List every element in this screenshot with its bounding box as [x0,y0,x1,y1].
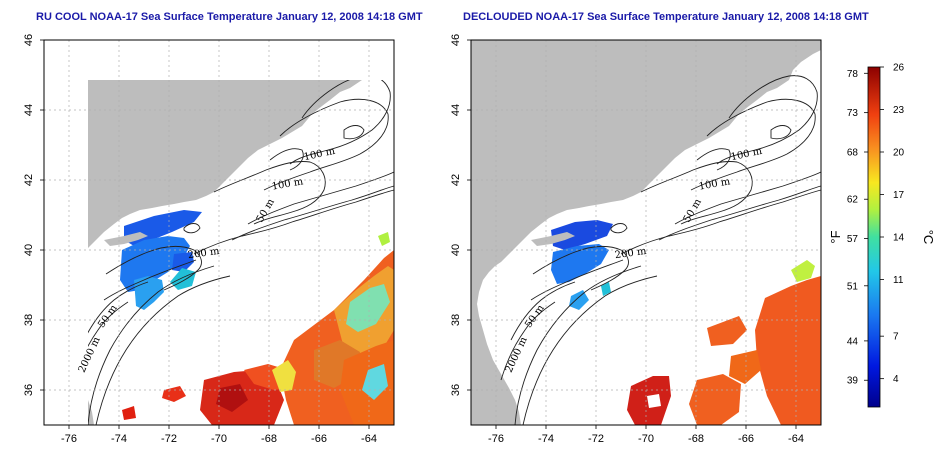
tick-label-lat-left: 36 [23,384,35,396]
tick-label-lon-right: -70 [638,433,654,445]
colorbar: 78 73 68 62 57 51 44 39 26 23 20 17 14 11 7 4 °F °C [828,63,936,408]
isobath-label: 200 m [187,246,220,261]
panel-left-title: RU COOL NOAA-17 Sea Surface Temperature … [36,11,423,23]
tick-label-lat-right: 42 [450,174,462,186]
tick-label-lat-left: 44 [23,104,35,116]
colorbar-celsius-label: 11 [893,275,904,286]
tick-label-lon-right: -74 [538,433,554,445]
colorbar-celsius-label: 7 [893,332,899,343]
tick-label-lat-left: 40 [23,244,35,256]
tick-label-lat-right: 36 [450,384,462,396]
tick-label-lon-left: -70 [211,433,227,445]
colorbar-fahrenheit-label: 57 [847,234,859,245]
grid-left [44,39,394,425]
colorbar-celsius-ticks: 26 23 20 17 14 11 7 4 [880,63,905,385]
colorbar-fahrenheit-label: 39 [847,376,859,387]
colorbar-fahrenheit-label: 62 [847,195,859,206]
colorbar-fahrenheit-label: 68 [847,148,859,159]
colorbar-celsius-label: 14 [893,233,905,244]
axes-right: -76 -74 -72 -70 -68 -66 -64 36 38 40 42 44 46 [450,34,822,445]
tick-label-lon-right: -72 [588,433,604,445]
tick-label-lon-left: -64 [361,433,377,445]
tick-label-lon-left: -74 [111,433,127,445]
panel-right-title: DECLOUDED NOAA-17 Sea Surface Temperatur… [463,11,869,23]
tick-label-lon-right: -64 [788,433,804,445]
colorbar-celsius-unit: °C [921,230,936,245]
colorbar-celsius-label: 23 [893,105,905,116]
tick-label-lat-right: 40 [450,244,462,256]
tick-label-lat-right: 44 [450,104,462,116]
tick-label-lon-right: -68 [688,433,704,445]
colorbar-fahrenheit-unit: °F [828,230,843,243]
tick-label-lat-left: 38 [23,314,35,326]
tick-label-lon-left: -72 [161,433,177,445]
tick-label-lon-left: -68 [261,433,277,445]
colorbar-fahrenheit-ticks: 78 73 68 62 57 51 44 39 [847,69,868,387]
tick-label-lat-right: 38 [450,314,462,326]
axes-left: -76 -74 -72 -70 -68 -66 -64 36 38 40 42 44 46 [23,34,395,445]
tick-label-lon-left: -76 [61,433,77,445]
tick-label-lat-left: 42 [23,174,35,186]
map-right [471,40,822,426]
colorbar-fahrenheit-label: 73 [847,108,859,119]
map-left [88,80,395,426]
colorbar-celsius-label: 4 [893,374,899,385]
colorbar-celsius-label: 17 [893,190,905,201]
tick-label-lon-right: -66 [738,433,754,445]
map-frame-right [470,39,822,426]
colorbar-ramp [867,66,881,408]
colorbar-fahrenheit-label: 51 [847,281,859,292]
tick-label-lat-right: 46 [450,34,462,46]
isobath-label: 200 m [614,246,647,261]
colorbar-fahrenheit-label: 44 [847,336,859,347]
map-frame-left [43,39,395,426]
tick-label-lat-left: 46 [23,34,35,46]
tick-label-lon-left: -66 [311,433,327,445]
colorbar-celsius-label: 20 [893,148,905,159]
tick-label-lon-right: -76 [488,433,504,445]
colorbar-celsius-label: 26 [893,63,905,74]
colorbar-fahrenheit-label: 78 [847,69,859,80]
